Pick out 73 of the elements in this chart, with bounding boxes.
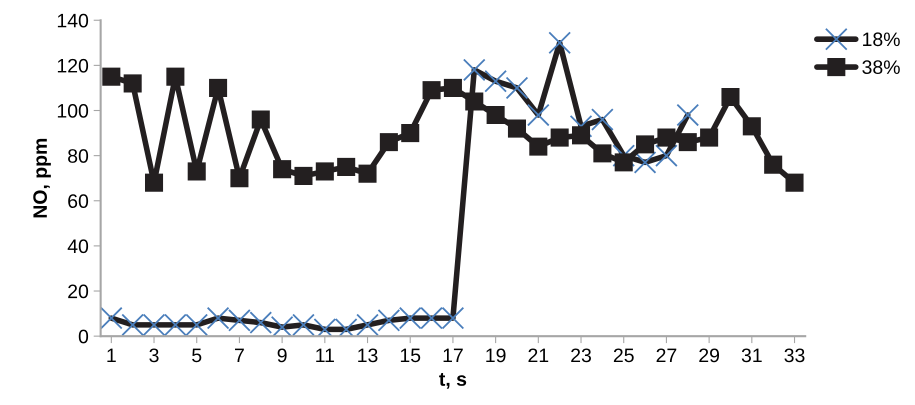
point	[742, 117, 761, 136]
y-tick-label: 120	[58, 58, 88, 73]
point	[401, 124, 420, 142]
x-tick-label: 29	[699, 348, 720, 362]
point	[230, 169, 248, 188]
x-tick-label: 13	[358, 348, 378, 362]
point	[700, 128, 718, 147]
x-tick-label: 31	[742, 348, 762, 362]
point	[591, 108, 614, 131]
point	[657, 128, 676, 147]
legend-label: 18%	[863, 32, 900, 46]
point	[294, 166, 313, 185]
x-tick-label: 5	[192, 348, 202, 362]
x-tick-label: 25	[614, 348, 634, 362]
point	[550, 128, 569, 147]
x-tick-label: 23	[571, 348, 591, 362]
y-tick-label: 80	[68, 149, 88, 163]
point	[358, 164, 377, 183]
point	[209, 78, 228, 97]
y-tick-label: 100	[58, 104, 88, 118]
point	[380, 133, 398, 152]
point	[764, 156, 782, 174]
point	[444, 78, 462, 97]
point	[486, 106, 505, 124]
point	[634, 151, 656, 174]
y-tick-label: 60	[68, 194, 88, 208]
point	[316, 162, 334, 180]
point	[506, 76, 528, 100]
point	[337, 158, 356, 176]
point	[678, 133, 697, 152]
point	[484, 70, 507, 92]
x-tick-label: 1	[107, 348, 116, 362]
point	[721, 88, 740, 106]
point	[636, 135, 654, 154]
point	[100, 306, 123, 330]
point	[462, 58, 486, 82]
point	[529, 138, 548, 156]
point	[527, 104, 550, 126]
point	[252, 110, 270, 129]
y-tick-label: 0	[78, 330, 88, 344]
x-tick-label: 17	[444, 348, 463, 362]
point	[465, 92, 484, 111]
x-tick-label: 15	[400, 348, 420, 362]
x-tick-label: 27	[656, 348, 676, 362]
point	[785, 174, 804, 192]
point	[102, 68, 120, 86]
point	[273, 160, 292, 178]
point	[166, 68, 184, 86]
y-axis-title: NO, ppm	[33, 138, 51, 218]
y-tick-label: 40	[68, 239, 88, 254]
point	[422, 81, 441, 100]
x-tick-label: 19	[486, 348, 506, 362]
x-tick-label: 3	[149, 348, 159, 362]
point	[572, 126, 590, 144]
point	[593, 144, 612, 162]
y-tick-label: 140	[58, 14, 88, 28]
point	[655, 144, 678, 167]
point	[508, 120, 526, 138]
point	[676, 104, 700, 126]
x-tick-label: 33	[784, 348, 804, 362]
point	[144, 174, 164, 192]
point	[614, 153, 633, 172]
legend-label: 38%	[862, 60, 900, 74]
x-tick-label: 21	[528, 348, 548, 362]
y-tick-label: 20	[68, 284, 88, 298]
point	[188, 162, 206, 180]
x-tick-label: 11	[316, 348, 334, 362]
x-tick-label: 7	[235, 348, 244, 362]
x-axis-title: t, s	[439, 373, 466, 389]
point	[124, 74, 142, 92]
point	[548, 31, 571, 54]
x-tick-label: 9	[278, 348, 287, 362]
point	[356, 314, 379, 336]
